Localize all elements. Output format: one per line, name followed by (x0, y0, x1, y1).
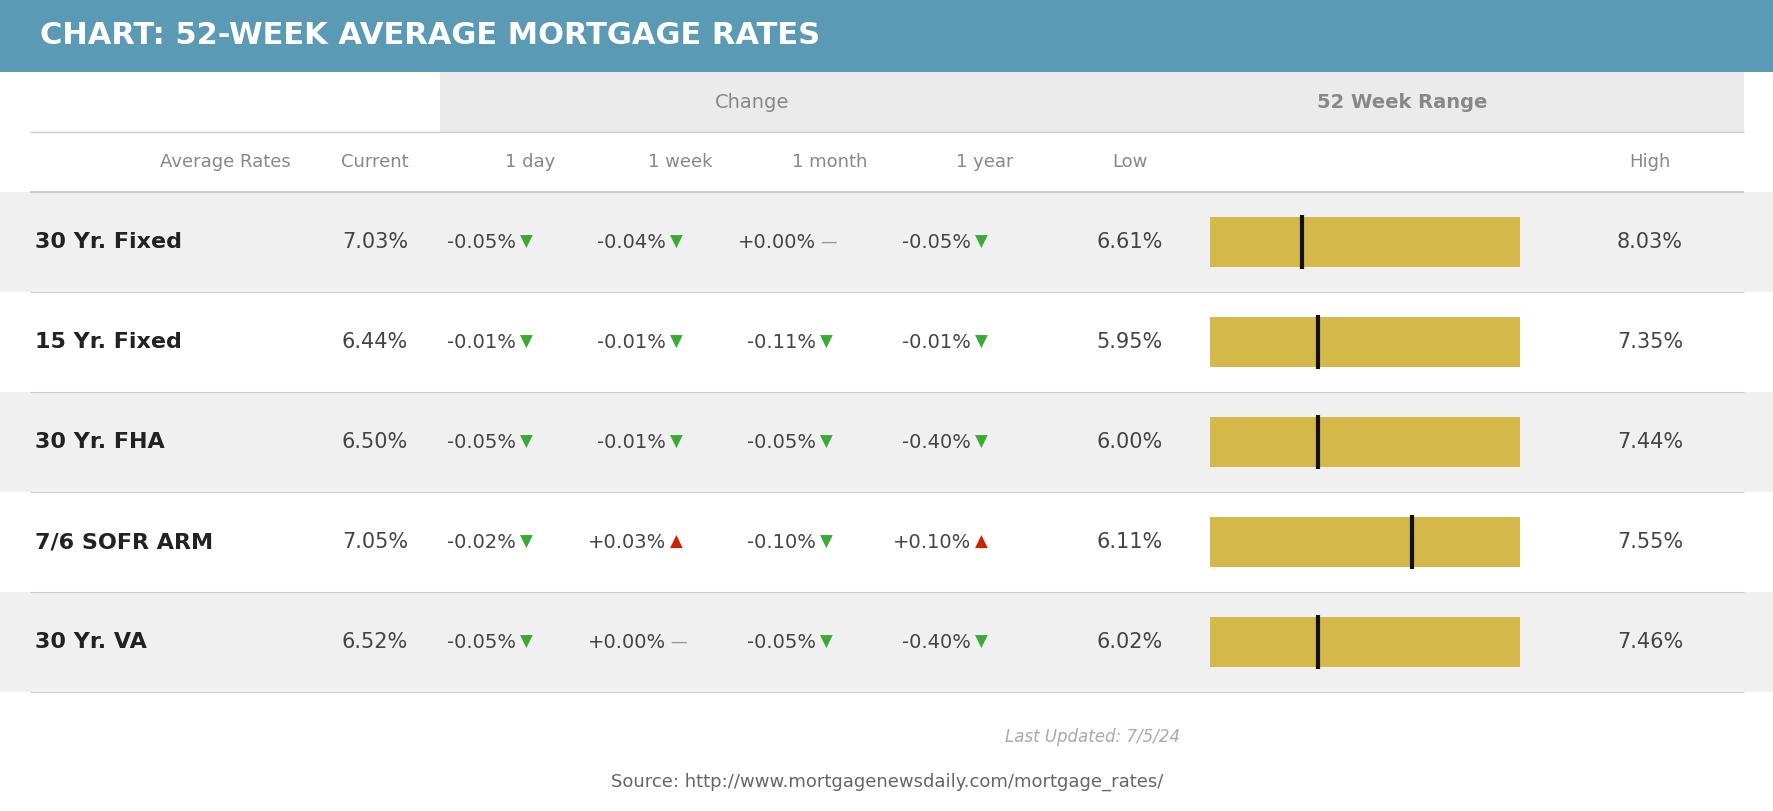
Text: —: — (670, 633, 686, 651)
Text: Current: Current (340, 153, 408, 171)
Text: Last Updated: 7/5/24: Last Updated: 7/5/24 (1005, 728, 1179, 746)
Text: 1 year: 1 year (956, 153, 1012, 171)
Text: ▼: ▼ (975, 333, 988, 351)
Text: -0.05%: -0.05% (447, 633, 516, 651)
Bar (1060, 72, 1743, 132)
Text: ▼: ▼ (819, 333, 832, 351)
Text: 1 month: 1 month (793, 153, 867, 171)
Text: -0.05%: -0.05% (901, 233, 970, 251)
Text: -0.05%: -0.05% (447, 233, 516, 251)
Text: ▼: ▼ (519, 333, 532, 351)
Text: 7.03%: 7.03% (342, 232, 408, 252)
Text: 7.55%: 7.55% (1615, 532, 1683, 552)
Text: -0.11%: -0.11% (746, 333, 816, 351)
Bar (0, 492, 1773, 592)
Text: ▼: ▼ (519, 233, 532, 251)
Text: ▼: ▼ (670, 233, 683, 251)
Text: +0.03%: +0.03% (587, 533, 665, 551)
Text: 6.11%: 6.11% (1096, 532, 1163, 552)
Text: 7.46%: 7.46% (1615, 632, 1683, 652)
Text: 6.61%: 6.61% (1096, 232, 1163, 252)
Text: 30 Yr. FHA: 30 Yr. FHA (35, 432, 165, 452)
Text: ▼: ▼ (670, 333, 683, 351)
Bar (0, 392, 1773, 492)
Text: ▼: ▼ (975, 433, 988, 451)
Text: -0.01%: -0.01% (598, 432, 665, 452)
Bar (0, 192, 1773, 292)
Bar (0, 292, 1773, 392)
Text: -0.40%: -0.40% (902, 633, 970, 651)
Text: ▼: ▼ (519, 633, 532, 651)
Text: -0.05%: -0.05% (746, 633, 816, 651)
Text: +0.00%: +0.00% (738, 233, 816, 251)
Text: ▼: ▼ (519, 433, 532, 451)
Text: 52 Week Range: 52 Week Range (1316, 92, 1486, 111)
Bar (1209, 317, 1519, 367)
Bar (0, 592, 1773, 692)
Text: 6.52%: 6.52% (342, 632, 408, 652)
Text: -0.01%: -0.01% (598, 333, 665, 351)
Text: ▼: ▼ (819, 433, 832, 451)
Text: High: High (1628, 153, 1670, 171)
Bar (1209, 217, 1519, 267)
Text: CHART: 52-WEEK AVERAGE MORTGAGE RATES: CHART: 52-WEEK AVERAGE MORTGAGE RATES (41, 22, 819, 50)
Text: 30 Yr. VA: 30 Yr. VA (35, 632, 147, 652)
Text: ▲: ▲ (975, 533, 988, 551)
Text: ▼: ▼ (819, 533, 832, 551)
Text: 6.44%: 6.44% (342, 332, 408, 352)
Text: 7/6 SOFR ARM: 7/6 SOFR ARM (35, 532, 213, 552)
Text: ▼: ▼ (670, 433, 683, 451)
Text: -0.10%: -0.10% (746, 533, 816, 551)
Text: +0.10%: +0.10% (892, 533, 970, 551)
Bar (1209, 417, 1519, 467)
Text: 8.03%: 8.03% (1615, 232, 1683, 252)
Text: ▲: ▲ (670, 533, 683, 551)
Text: 7.44%: 7.44% (1615, 432, 1683, 452)
Bar (1209, 517, 1519, 567)
Text: —: — (819, 233, 837, 251)
Text: 5.95%: 5.95% (1096, 332, 1163, 352)
Text: -0.02%: -0.02% (447, 533, 516, 551)
Text: -0.05%: -0.05% (447, 432, 516, 452)
Bar (0, 72, 1773, 132)
Bar (440, 72, 1064, 132)
Text: 6.50%: 6.50% (342, 432, 408, 452)
Bar (0, 132, 1773, 192)
Text: +0.00%: +0.00% (587, 633, 665, 651)
Text: ▼: ▼ (975, 233, 988, 251)
Text: 15 Yr. Fixed: 15 Yr. Fixed (35, 332, 183, 352)
Text: ▼: ▼ (975, 633, 988, 651)
Bar (0, 0, 1773, 72)
Text: Average Rates: Average Rates (160, 153, 291, 171)
Text: -0.04%: -0.04% (598, 233, 665, 251)
Text: 7.35%: 7.35% (1615, 332, 1683, 352)
Text: Low: Low (1112, 153, 1147, 171)
Text: -0.01%: -0.01% (902, 333, 970, 351)
Text: Source: http://www.mortgagenewsdaily.com/mortgage_rates/: Source: http://www.mortgagenewsdaily.com… (610, 773, 1163, 792)
Text: 6.02%: 6.02% (1096, 632, 1163, 652)
Text: 30 Yr. Fixed: 30 Yr. Fixed (35, 232, 183, 252)
Text: 1 week: 1 week (647, 153, 711, 171)
Text: 7.05%: 7.05% (342, 532, 408, 552)
Text: ▼: ▼ (819, 633, 832, 651)
Text: ▼: ▼ (519, 533, 532, 551)
Text: Change: Change (715, 92, 789, 111)
Text: -0.01%: -0.01% (447, 333, 516, 351)
Text: 6.00%: 6.00% (1096, 432, 1163, 452)
Bar (1209, 617, 1519, 667)
Text: -0.40%: -0.40% (902, 432, 970, 452)
Text: 1 day: 1 day (505, 153, 555, 171)
Text: -0.05%: -0.05% (746, 432, 816, 452)
